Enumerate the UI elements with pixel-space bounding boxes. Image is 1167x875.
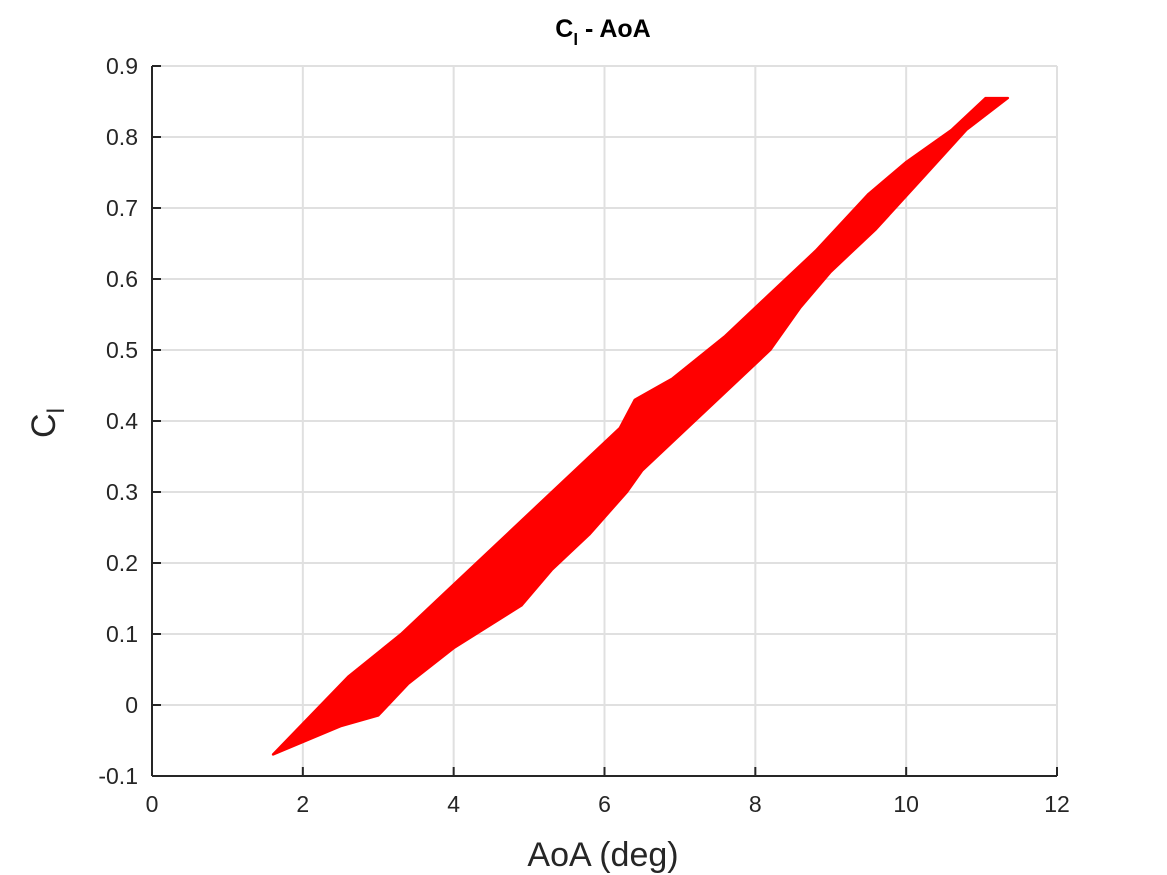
data-point <box>905 161 907 163</box>
y-tick-label: -0.1 <box>98 763 138 789</box>
y-tick-label: 0.3 <box>106 479 138 505</box>
data-point <box>520 604 523 607</box>
data-point <box>769 349 772 351</box>
data-point <box>671 377 674 380</box>
y-tick-label: 0.5 <box>106 337 138 363</box>
data-point <box>271 753 274 756</box>
data-point <box>445 590 447 593</box>
data-point <box>377 714 380 717</box>
data-point <box>799 306 802 309</box>
data-point <box>875 228 877 231</box>
data-point <box>769 292 772 295</box>
data-point <box>452 647 455 649</box>
data-point <box>641 469 644 472</box>
y-tick-label: 0.4 <box>106 408 138 434</box>
data-point <box>588 533 591 536</box>
series-layer <box>271 96 1010 756</box>
data-point <box>950 129 953 131</box>
series-line <box>271 96 1010 756</box>
y-axis-label: Cl <box>25 408 70 438</box>
chart-title: Cl - AoA <box>555 15 650 49</box>
data-point <box>535 505 538 508</box>
tick-label-layer: 0 2 4 6 8 10 12 -0.1 0 0.1 0.2 0.3 0.4 0.5 0.6 0.7 0.8 0.… <box>98 53 1069 817</box>
data-point <box>626 491 628 493</box>
title-suffix: - AoA <box>578 15 651 43</box>
y-tick-label: 0.8 <box>106 124 138 150</box>
data-point <box>581 462 583 465</box>
series-fill <box>272 98 1008 755</box>
x-tick-label: 6 <box>598 791 611 817</box>
data-point <box>814 249 817 252</box>
x-tick-label: 0 <box>146 791 159 817</box>
y-tick-label: 0.6 <box>106 266 138 292</box>
axes-layer <box>151 65 1058 777</box>
data-point <box>347 675 349 678</box>
y-tick-label: 0.2 <box>106 550 138 576</box>
data-point <box>618 427 621 429</box>
title-main: C <box>555 15 573 43</box>
data-point <box>829 271 832 273</box>
y-tick-label: 0.1 <box>106 621 138 647</box>
x-tick-label: 2 <box>296 791 309 817</box>
x-axis-label: AoA (deg) <box>527 836 678 874</box>
title-subscript: l <box>573 30 578 49</box>
data-point <box>984 97 987 99</box>
data-point <box>867 193 870 195</box>
data-point <box>339 725 342 728</box>
ylabel-subscript: l <box>43 408 70 413</box>
data-point <box>1007 97 1009 99</box>
data-point <box>490 548 493 550</box>
y-tick-label: 0.9 <box>106 53 138 79</box>
data-point <box>679 434 681 437</box>
data-point <box>633 398 636 401</box>
data-point <box>724 391 726 394</box>
data-point <box>965 129 968 131</box>
data-point <box>407 682 410 685</box>
x-tick-label: 8 <box>749 791 762 817</box>
x-tick-label: 4 <box>447 791 460 817</box>
x-tick-label: 12 <box>1044 791 1070 817</box>
ylabel-main: C <box>25 413 63 438</box>
grid-layer <box>151 65 1058 777</box>
data-point <box>724 335 726 337</box>
data-point <box>550 569 553 571</box>
y-tick-label: 0 <box>125 692 138 718</box>
y-tick-label: 0.7 <box>106 195 138 221</box>
data-point <box>920 178 923 181</box>
data-point <box>400 633 402 635</box>
x-tick-label: 10 <box>893 791 919 817</box>
